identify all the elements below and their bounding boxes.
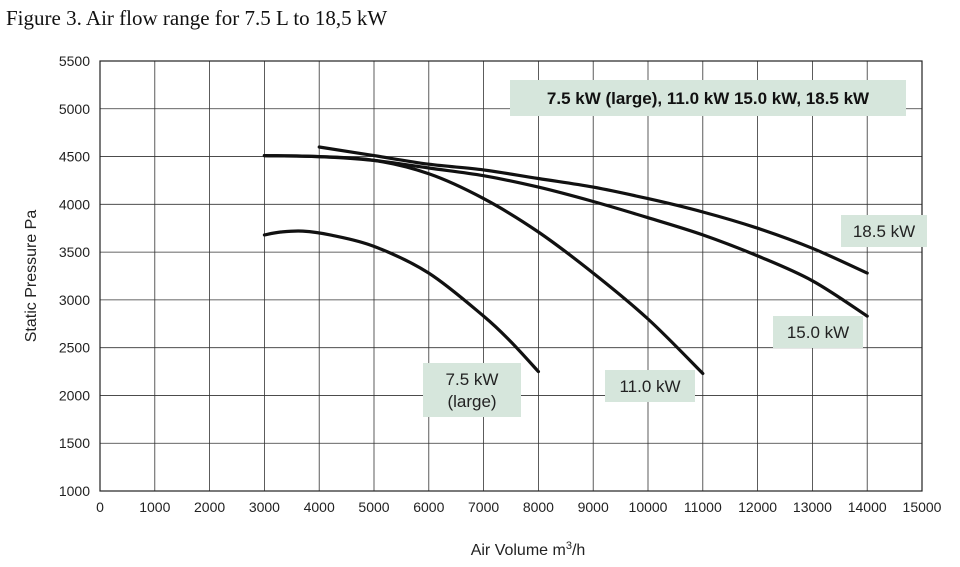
curve-series-3	[317, 145, 869, 275]
y-axis-label: Static Pressure Pa	[23, 210, 40, 343]
x-tick-label: 4000	[304, 499, 335, 515]
x-tick-labels: 0 1000 2000 3000 4000 5000 6000 7000 8000 9000 100…	[96, 499, 942, 515]
x-tick-label: 0	[96, 499, 104, 515]
x-tick-label: 14000	[848, 499, 887, 515]
series-label-box	[773, 316, 863, 348]
y-tick-label: 4000	[59, 196, 90, 212]
y-tick-label: 5000	[59, 101, 90, 117]
series-label-text: (large)	[447, 392, 496, 411]
series-label-text: 15.0 kW	[787, 323, 849, 342]
series-labels: 7.5 kW (large) 11.0 kW 15.0 kW 18.5 kW	[423, 215, 927, 417]
x-tick-label: 11000	[684, 499, 722, 515]
series-header-text: 7.5 kW (large), 11.0 kW 15.0 kW, 18.5 kW	[547, 89, 870, 108]
y-tick-label: 2000	[59, 387, 90, 403]
series-label-text: 18.5 kW	[853, 222, 915, 241]
y-tick-label: 5500	[59, 53, 90, 69]
series-label-2: 15.0 kW	[773, 316, 863, 348]
series-label-box	[841, 215, 927, 247]
series-header-box	[510, 80, 906, 116]
series-label-0: 7.5 kW (large)	[423, 363, 521, 417]
x-tick-label: 10000	[629, 499, 668, 515]
x-tick-label: 6000	[413, 499, 444, 515]
x-tick-label: 1000	[139, 499, 170, 515]
y-tick-label: 2500	[59, 340, 90, 356]
series-label-1: 11.0 kW	[605, 370, 695, 402]
x-tick-label: 12000	[738, 499, 777, 515]
figure-title: Figure 3. Air flow range for 7.5 L to 18…	[6, 6, 388, 30]
x-tick-label: 7000	[468, 499, 499, 515]
curve-series-0	[262, 229, 540, 374]
x-tick-label: 8000	[523, 499, 554, 515]
plot-frame	[99, 60, 923, 492]
x-tick-label: 15000	[903, 499, 942, 515]
x-axis-label: Air Volume m3/h	[471, 540, 586, 559]
series-label-box	[605, 370, 695, 402]
series-label-text: 11.0 kW	[619, 377, 680, 396]
grid-lines	[99, 60, 923, 492]
x-tick-label: 3000	[249, 499, 280, 515]
x-tick-label: 13000	[793, 499, 832, 515]
y-tick-label: 1000	[59, 483, 90, 499]
y-tick-label: 3000	[59, 292, 90, 308]
series-label-box	[423, 363, 521, 417]
y-tick-labels: 1000 1500 2000 2500 3000 3500 4000 4500 5000 5500	[59, 53, 90, 499]
x-tick-label: 9000	[578, 499, 609, 515]
y-tick-label: 4500	[59, 149, 90, 165]
series-label-3: 18.5 kW	[841, 215, 927, 247]
y-tick-label: 1500	[59, 435, 90, 451]
x-tick-label: 2000	[194, 499, 225, 515]
series-label-text: 7.5 kW	[446, 370, 499, 389]
curve-series-2	[262, 154, 869, 318]
x-tick-label: 5000	[358, 499, 389, 515]
performance-curves	[262, 145, 869, 376]
y-tick-label: 3500	[59, 244, 90, 260]
series-header-label: 7.5 kW (large), 11.0 kW 15.0 kW, 18.5 kW	[510, 80, 906, 116]
